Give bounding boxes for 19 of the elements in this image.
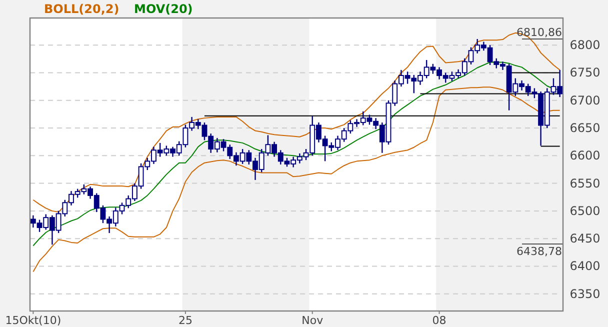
price-tag: 6438,78 [516,244,564,258]
y-tick-label: 6600 [570,148,600,163]
y-tick-label: 6350 [570,286,600,301]
x-tick-label: 25 [178,314,192,327]
x-tick-label: Nov [302,314,324,327]
y-tick-label: 6550 [570,176,600,190]
y-tick-label: 6500 [570,204,600,218]
y-tick-label: 6700 [570,93,600,108]
text: MOV(20) [134,2,193,16]
price-tag: 6810,86 [516,26,564,40]
x-tick-label: 15Okt(10) [5,314,62,327]
y-tick-label: 6650 [570,121,600,136]
line-series [32,86,560,272]
y-tick-label: 6450 [570,232,600,246]
y-tick-label: 6750 [570,66,600,80]
y-tick-label: 6400 [570,259,600,274]
y-tick-label: 6800 [570,38,600,52]
x-tick-label: 08 [432,314,446,327]
text: BOLL(20,2) [44,2,120,16]
